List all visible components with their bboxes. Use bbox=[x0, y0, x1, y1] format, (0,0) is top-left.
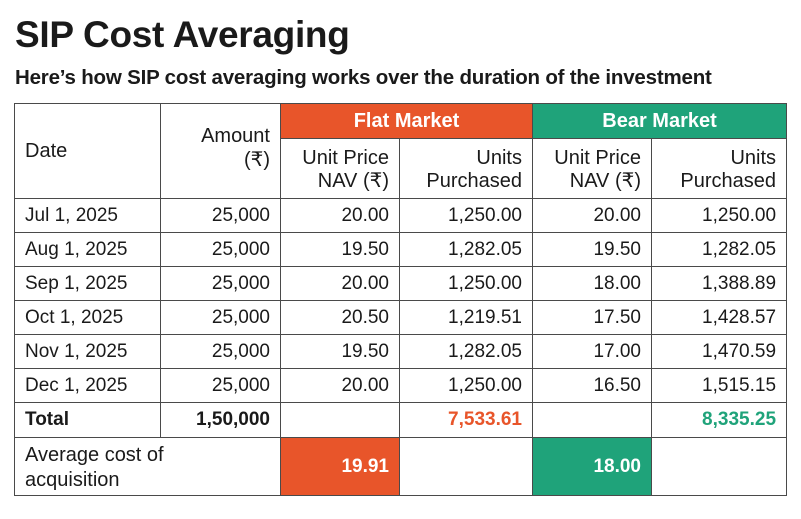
total-bear-units: 8,335.25 bbox=[650, 402, 788, 438]
cell-flat-nav: 20.00 bbox=[280, 368, 400, 403]
cell-flat-nav: 19.50 bbox=[280, 232, 400, 267]
cell-amount: 25,000 bbox=[160, 266, 281, 301]
cell-flat-units: 1,250.00 bbox=[399, 368, 533, 403]
header-flat-market: Flat Market bbox=[280, 103, 533, 139]
cell-bear-units: 1,388.89 bbox=[650, 266, 788, 301]
cell-bear-units: 1,250.00 bbox=[650, 198, 788, 233]
cell-bear-units: 1,515.15 bbox=[650, 368, 788, 403]
header-amount: Amount (₹) bbox=[160, 103, 281, 199]
cell-bear-nav: 17.00 bbox=[532, 334, 652, 369]
cell-bear-units: 1,428.57 bbox=[650, 300, 788, 335]
cell-bear-nav: 18.00 bbox=[532, 266, 652, 301]
header-date: Date bbox=[14, 103, 161, 199]
header-flat-unit-price: Unit Price NAV (₹) bbox=[280, 138, 400, 199]
average-row: Average cost of acquisition 19.91 18.00 bbox=[14, 437, 788, 496]
cell-flat-units: 1,250.00 bbox=[399, 198, 533, 233]
cell-date: Dec 1, 2025 bbox=[14, 368, 161, 403]
header-units-line1: Units bbox=[730, 147, 777, 169]
header-amount-line1: Amount bbox=[201, 125, 270, 147]
average-flat-empty bbox=[399, 437, 533, 496]
total-bear-nav-empty bbox=[532, 402, 652, 438]
table-row: Oct 1, 2025 25,000 20.50 1,219.51 17.50 … bbox=[14, 300, 788, 335]
average-label-line2: acquisition bbox=[25, 468, 120, 491]
header-unit-price-line2: NAV (₹) bbox=[569, 170, 641, 192]
cell-date: Aug 1, 2025 bbox=[14, 232, 161, 267]
cell-flat-nav: 20.50 bbox=[280, 300, 400, 335]
cell-amount: 25,000 bbox=[160, 334, 281, 369]
cell-flat-units: 1,219.51 bbox=[399, 300, 533, 335]
table-row: Jul 1, 2025 25,000 20.00 1,250.00 20.00 … bbox=[14, 198, 788, 233]
cell-bear-nav: 16.50 bbox=[532, 368, 652, 403]
header-unit-price-line1: Unit Price bbox=[302, 147, 389, 169]
average-bear-value: 18.00 bbox=[532, 437, 652, 496]
average-label: Average cost of acquisition bbox=[14, 437, 281, 496]
page-title: SIP Cost Averaging bbox=[15, 14, 350, 55]
cell-amount: 25,000 bbox=[160, 300, 281, 335]
cell-flat-units: 1,250.00 bbox=[399, 266, 533, 301]
cell-amount: 25,000 bbox=[160, 232, 281, 267]
cell-bear-units: 1,470.59 bbox=[650, 334, 788, 369]
cell-amount: 25,000 bbox=[160, 198, 281, 233]
header-bear-units: Units Purchased bbox=[650, 138, 788, 199]
total-label: Total bbox=[14, 402, 161, 438]
table-row: Nov 1, 2025 25,000 19.50 1,282.05 17.00 … bbox=[14, 334, 788, 369]
total-flat-nav-empty bbox=[280, 402, 400, 438]
page-subtitle: Here’s how SIP cost averaging works over… bbox=[15, 66, 712, 89]
header-units-line2: Purchased bbox=[426, 170, 522, 192]
group-header-row: Date Amount (₹) Flat Market Bear Market bbox=[14, 103, 788, 199]
sip-table: Date Amount (₹) Flat Market Bear Market U… bbox=[14, 103, 788, 496]
table-row: Aug 1, 2025 25,000 19.50 1,282.05 19.50 … bbox=[14, 232, 788, 267]
cell-bear-units: 1,282.05 bbox=[650, 232, 788, 267]
header-bear-unit-price: Unit Price NAV (₹) bbox=[532, 138, 652, 199]
table-row: Sep 1, 2025 25,000 20.00 1,250.00 18.00 … bbox=[14, 266, 788, 301]
cell-date: Jul 1, 2025 bbox=[14, 198, 161, 233]
header-unit-price-line1: Unit Price bbox=[554, 147, 641, 169]
average-label-line1: Average cost of bbox=[25, 443, 164, 466]
cell-amount: 25,000 bbox=[160, 368, 281, 403]
cell-date: Nov 1, 2025 bbox=[14, 334, 161, 369]
header-flat-units: Units Purchased bbox=[399, 138, 533, 199]
table-row: Dec 1, 2025 25,000 20.00 1,250.00 16.50 … bbox=[14, 368, 788, 403]
cell-bear-nav: 17.50 bbox=[532, 300, 652, 335]
cell-bear-nav: 19.50 bbox=[532, 232, 652, 267]
header-units-line1: Units bbox=[476, 147, 522, 169]
average-bear-empty bbox=[650, 437, 788, 496]
cell-flat-units: 1,282.05 bbox=[399, 232, 533, 267]
average-flat-value: 19.91 bbox=[280, 437, 400, 496]
cell-flat-nav: 20.00 bbox=[280, 198, 400, 233]
header-unit-price-line2: NAV (₹) bbox=[317, 170, 389, 192]
header-units-line2: Purchased bbox=[680, 170, 777, 192]
cell-flat-units: 1,282.05 bbox=[399, 334, 533, 369]
sub-header-row: Unit Price NAV (₹) Units Purchased Unit Pr… bbox=[15, 138, 788, 199]
total-flat-units: 7,533.61 bbox=[399, 402, 533, 438]
cell-flat-nav: 19.50 bbox=[280, 334, 400, 369]
header-bear-market: Bear Market bbox=[531, 103, 788, 139]
cell-flat-nav: 20.00 bbox=[280, 266, 400, 301]
cell-date: Oct 1, 2025 bbox=[14, 300, 161, 335]
cell-bear-nav: 20.00 bbox=[532, 198, 652, 233]
cell-date: Sep 1, 2025 bbox=[14, 266, 161, 301]
header-amount-line2: (₹) bbox=[243, 149, 270, 171]
total-amount: 1,50,000 bbox=[160, 402, 281, 438]
total-row: Total 1,50,000 7,533.61 8,335.25 bbox=[14, 402, 788, 438]
